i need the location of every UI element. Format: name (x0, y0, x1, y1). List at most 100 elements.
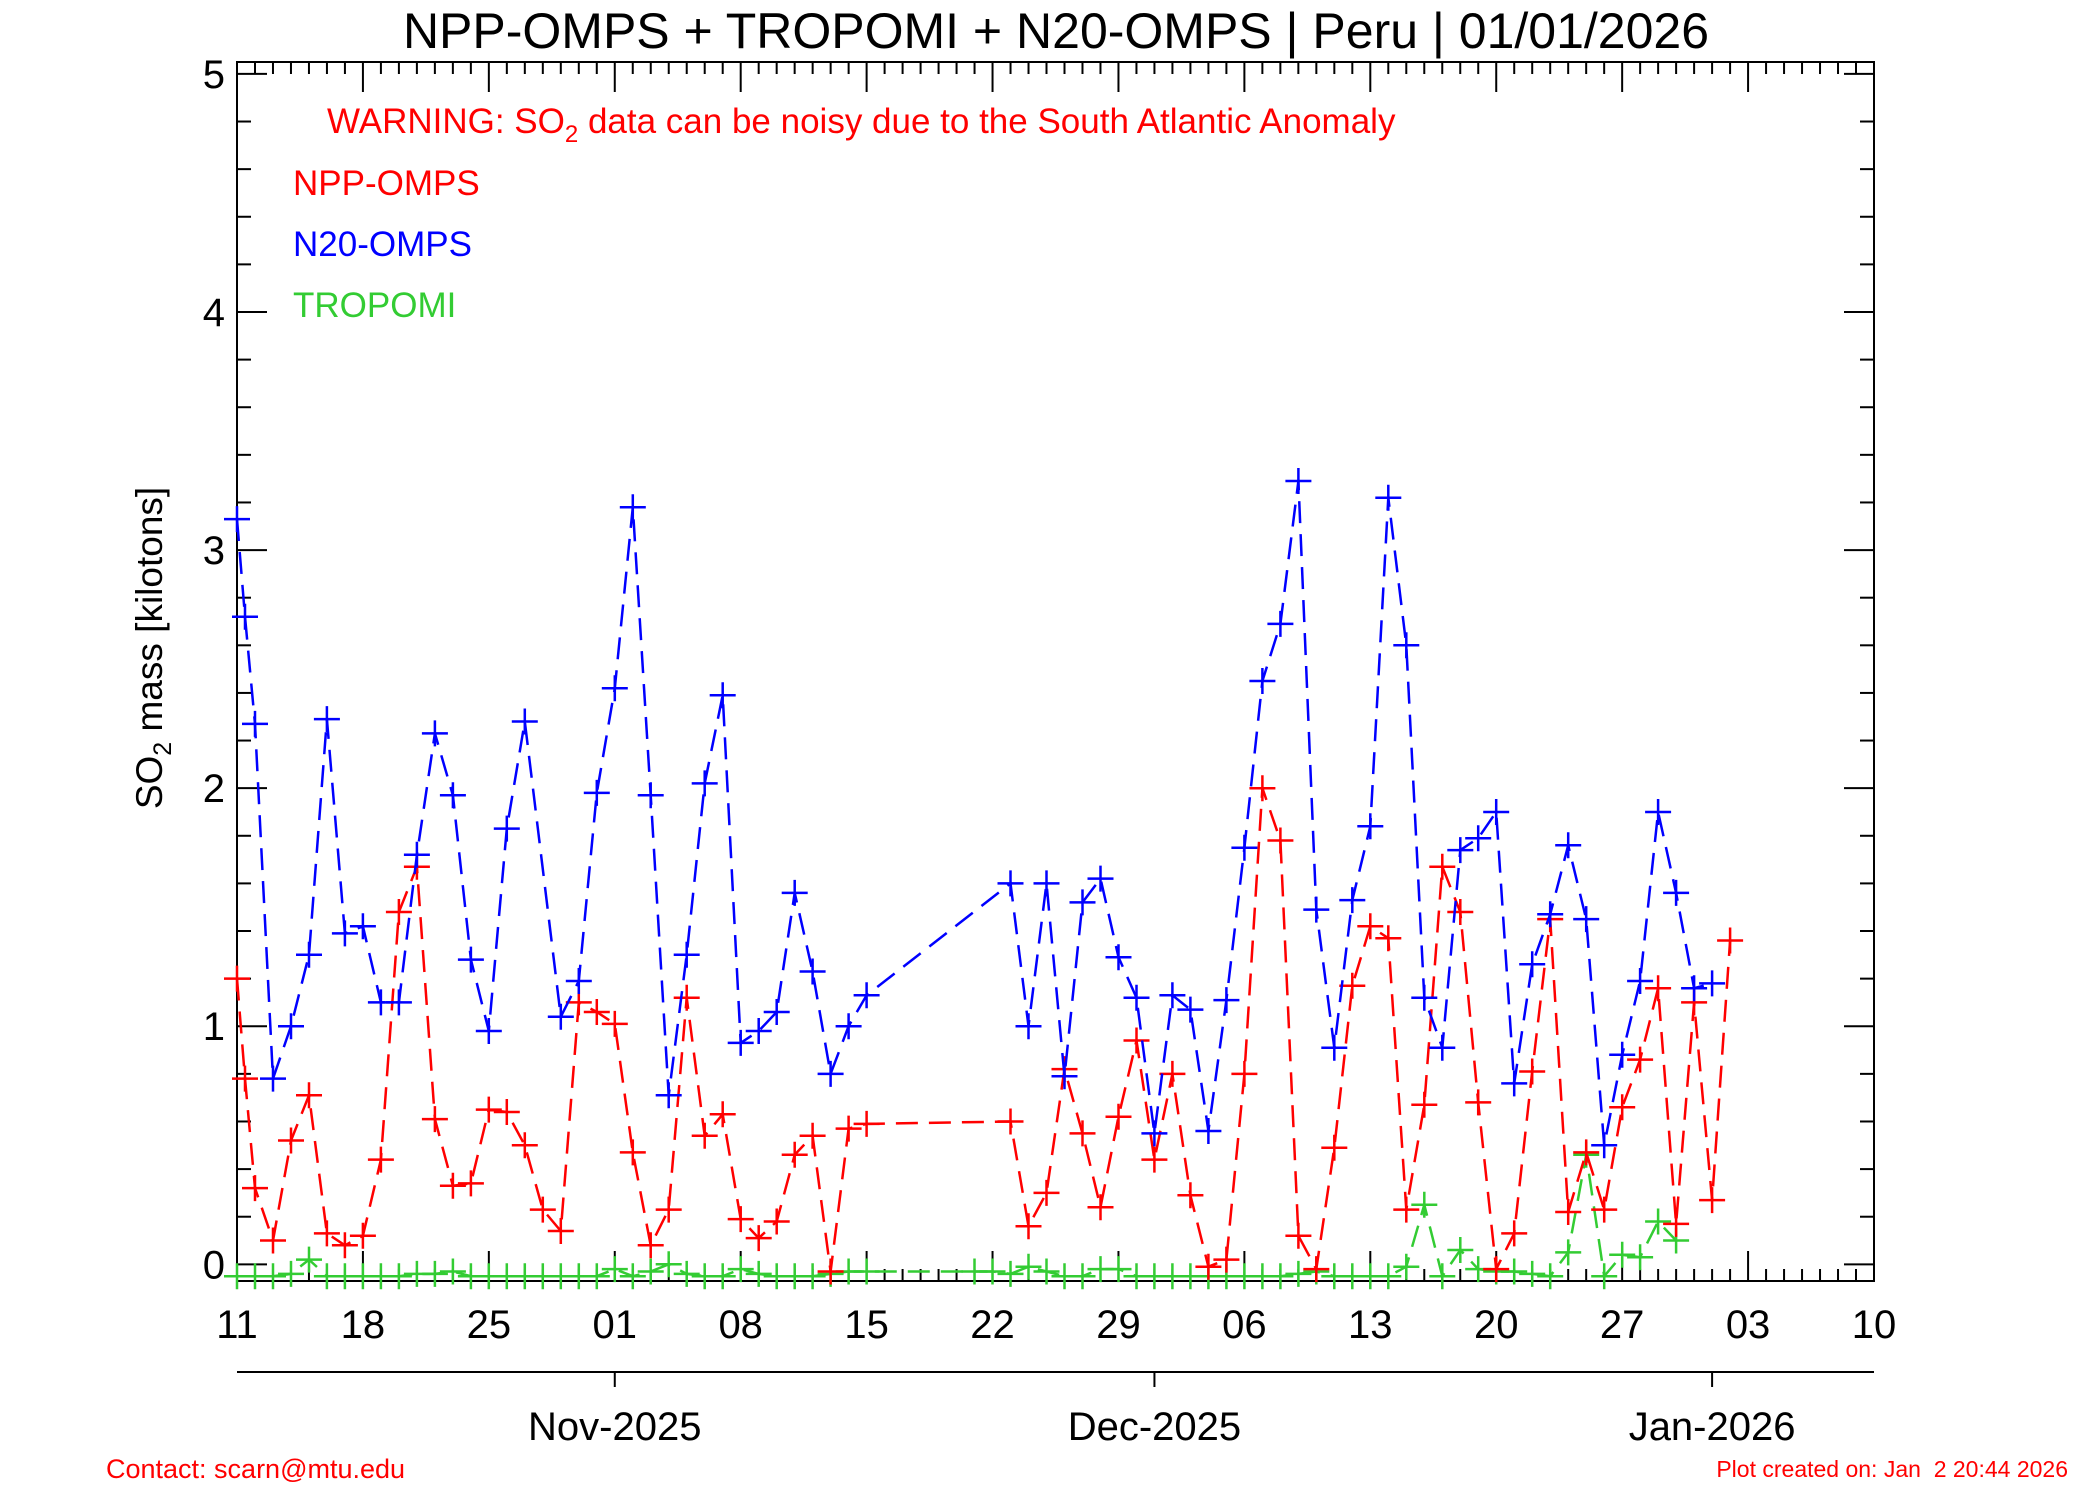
data-point (529, 1196, 556, 1223)
data-point (691, 770, 718, 797)
data-point (1501, 1258, 1528, 1285)
data-point (637, 1232, 664, 1259)
data-point (1591, 1196, 1618, 1223)
data-point (1537, 1263, 1564, 1290)
data-point (1537, 901, 1564, 928)
data-point (799, 1122, 826, 1149)
data-point (457, 1170, 484, 1197)
data-point (547, 1003, 574, 1030)
x-tick-label: 27 (1600, 1303, 1645, 1347)
series-n20-omps (224, 468, 1726, 1159)
data-point (997, 1108, 1024, 1135)
month-label: Dec-2025 (1068, 1405, 1241, 1449)
data-point (475, 1096, 502, 1123)
data-point (1699, 970, 1726, 997)
data-point (224, 965, 250, 992)
data-point (278, 1260, 304, 1287)
data-point (242, 710, 268, 737)
data-point (1609, 1241, 1636, 1268)
legend-entry: TROPOMI (293, 286, 456, 325)
data-point (1465, 1089, 1492, 1116)
data-point (655, 1251, 682, 1278)
data-point (1483, 799, 1510, 825)
x-tick-label: 22 (970, 1303, 1015, 1347)
data-point (565, 968, 592, 994)
data-point (763, 999, 790, 1025)
data-point (1627, 1046, 1654, 1073)
data-point (278, 1013, 304, 1040)
data-point (1321, 1134, 1348, 1161)
data-point (781, 879, 808, 906)
data-point (1177, 1182, 1204, 1209)
series-line-n20-omps (235, 480, 1713, 1146)
data-point (349, 913, 376, 940)
data-point (1393, 1253, 1420, 1280)
data-point (1321, 1034, 1348, 1061)
y-label-suffix: mass [kilotons] (129, 487, 170, 742)
data-point (799, 958, 826, 985)
data-point (583, 999, 610, 1025)
data-point (439, 782, 466, 809)
data-point (1051, 1063, 1078, 1090)
series-tropomi (224, 1141, 1690, 1290)
data-point (511, 708, 538, 735)
legend-entry: N20-OMPS (293, 225, 472, 264)
warning-subscript: 2 (565, 121, 578, 148)
data-point (691, 1122, 718, 1149)
x-tick-label: 25 (467, 1303, 512, 1347)
data-point (1159, 1060, 1186, 1087)
data-point (601, 1256, 628, 1283)
data-point (1429, 853, 1456, 880)
data-point (385, 1263, 412, 1290)
y-tick-label: 3 (203, 529, 225, 573)
data-point (1195, 1118, 1222, 1144)
data-point (1411, 1091, 1438, 1118)
legend: NPP-OMPS N20-OMPS TROPOMI (293, 164, 480, 325)
data-point (349, 1222, 376, 1249)
x-tick-label: 20 (1474, 1303, 1519, 1347)
data-point (781, 1141, 808, 1168)
data-point (619, 494, 646, 521)
data-point (1303, 896, 1330, 923)
data-point (242, 1175, 268, 1202)
data-point (853, 1258, 880, 1285)
data-point (997, 1260, 1024, 1287)
data-point (1645, 975, 1672, 1002)
data-point (493, 815, 520, 842)
data-point (745, 1018, 772, 1044)
y-label-prefix: SO (129, 756, 170, 809)
data-point (1213, 987, 1240, 1014)
data-point (1285, 468, 1312, 494)
data-point (637, 782, 664, 809)
month-label: Jan-2026 (1629, 1405, 1796, 1449)
data-point (1573, 906, 1600, 933)
data-point (1609, 1041, 1636, 1068)
data-point (1141, 1146, 1168, 1173)
data-point (583, 1263, 610, 1290)
x-tick-label: 01 (593, 1303, 638, 1347)
data-point (1375, 925, 1402, 952)
data-point (511, 1132, 538, 1159)
data-point (799, 1263, 826, 1290)
data-point (296, 941, 322, 968)
data-point (1663, 879, 1690, 906)
data-point (709, 682, 736, 709)
data-point (1393, 632, 1420, 659)
data-point (1411, 984, 1438, 1011)
y-tick-label: 2 (203, 767, 225, 811)
data-point (1015, 1213, 1042, 1240)
plot-frame (236, 61, 1875, 1282)
data-point (763, 1208, 790, 1235)
data-point (1447, 837, 1474, 864)
data-point (1501, 1220, 1528, 1247)
data-point (1393, 1196, 1420, 1223)
series-line-npp-omps (235, 787, 1732, 1274)
data-point (421, 1106, 448, 1133)
y-tick-label: 0 (203, 1243, 225, 1287)
data-point (727, 1029, 754, 1056)
data-point (1663, 1210, 1690, 1237)
data-point (1375, 484, 1402, 511)
data-point (475, 1018, 502, 1044)
data-point (979, 1258, 1006, 1285)
